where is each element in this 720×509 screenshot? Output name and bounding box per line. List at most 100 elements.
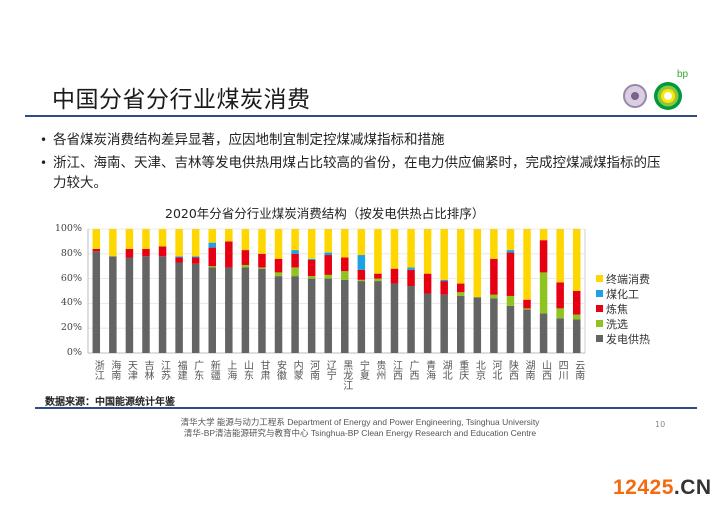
bar-segment-炼焦 xyxy=(258,253,266,268)
bar-segment-炼焦 xyxy=(407,269,415,287)
logos: bp xyxy=(620,69,700,115)
x-tick-label: 重庆 xyxy=(456,360,468,380)
legend-item: 洗选 xyxy=(596,316,650,331)
legend-swatch xyxy=(596,320,603,327)
watermark-number: 12425 xyxy=(613,476,674,499)
bp-helios-icon xyxy=(654,82,682,110)
bar-segment-洗选 xyxy=(506,295,515,306)
x-tick-label: 宁夏 xyxy=(357,360,369,380)
x-tick-label: 陕西 xyxy=(506,360,518,380)
bar-segment-煤化工 xyxy=(324,252,332,256)
legend-item: 终端消费 xyxy=(596,271,650,286)
bar-segment-炼焦 xyxy=(390,268,399,284)
bar-segment-发电供热 xyxy=(407,286,415,353)
bar-segment-终端消费 xyxy=(457,229,465,284)
bar-segment-洗选 xyxy=(307,276,316,279)
title-rule xyxy=(25,115,697,117)
bar-segment-煤化工 xyxy=(307,258,316,260)
bar-segment-煤化工 xyxy=(191,256,200,258)
bar-segment-终端消费 xyxy=(357,229,366,256)
bar-segment-发电供热 xyxy=(92,251,101,353)
bar-segment-发电供热 xyxy=(225,267,233,353)
chart-title: 2020年分省分行业煤炭消费结构（按发电供热占比排序） xyxy=(165,206,485,221)
bar-segment-洗选 xyxy=(556,308,564,319)
bar-segment-终端消费 xyxy=(225,229,233,242)
bar-segment-终端消费 xyxy=(490,229,498,259)
bar-segment-发电供热 xyxy=(109,256,117,353)
bar-segment-发电供热 xyxy=(357,281,366,353)
bar-segment-炼焦 xyxy=(208,247,216,267)
bar-segment-炼焦 xyxy=(572,291,581,315)
bullet-text: 浙江、海南、天津、吉林等发电供热用煤占比较高的省份，在电力供应偏紧时，完成控煤减… xyxy=(53,155,661,191)
legend-label: 洗选 xyxy=(606,317,628,331)
bar-segment-发电供热 xyxy=(175,262,183,353)
bar-segment-终端消费 xyxy=(175,229,183,257)
footer-line-2: 清华-BP清洁能源研究与教育中心 Tsinghua-BP Clean Energ… xyxy=(183,428,537,438)
bullet-text: 各省煤炭消费结构差异显著，应因地制宜制定控煤减煤指标和措施 xyxy=(53,132,445,148)
bar-segment-炼焦 xyxy=(539,240,548,273)
bar-segment-发电供热 xyxy=(490,298,498,353)
bar-segment-发电供热 xyxy=(572,319,581,353)
x-tick-label: 福建 xyxy=(175,360,187,380)
x-tick-label: 黑龙江 xyxy=(340,360,352,390)
bar-segment-煤化工 xyxy=(506,250,515,253)
bar-segment-发电供热 xyxy=(341,279,349,353)
bar-segment-炼焦 xyxy=(191,257,200,264)
bar-segment-洗选 xyxy=(572,314,581,320)
bullet-dot: • xyxy=(40,133,48,147)
y-tick-label: 60% xyxy=(60,272,82,284)
bar-segment-煤化工 xyxy=(407,267,415,270)
bar-segment-终端消费 xyxy=(341,229,349,258)
bar-segment-煤化工 xyxy=(291,250,299,254)
bullet-item: • 各省煤炭消费结构差异显著，应因地制宜制定控煤减煤指标和措施 xyxy=(40,130,663,150)
bar-segment-终端消费 xyxy=(539,229,548,241)
bar-segment-洗选 xyxy=(523,308,531,310)
bar-segment-炼焦 xyxy=(423,273,432,294)
x-tick-label: 湖北 xyxy=(440,360,452,380)
x-tick-label: 四川 xyxy=(556,360,568,380)
x-tick-label: 贵州 xyxy=(373,360,385,380)
bar-segment-终端消费 xyxy=(274,229,283,259)
bar-segment-洗选 xyxy=(241,264,250,268)
x-tick-label: 广西 xyxy=(407,360,419,380)
bar-segment-炼焦 xyxy=(291,253,299,268)
bar-segment-洗选 xyxy=(457,292,465,296)
bar-segment-发电供热 xyxy=(506,305,515,353)
bar-segment-终端消费 xyxy=(241,229,250,251)
watermark: 12425.CN xyxy=(613,476,712,500)
y-tick-label: 80% xyxy=(60,247,82,259)
y-tick-label: 100% xyxy=(54,223,82,234)
bar-segment-洗选 xyxy=(208,266,216,268)
bar-segment-洗选 xyxy=(490,294,498,299)
bar-segment-终端消费 xyxy=(191,229,200,257)
bar-segment-发电供热 xyxy=(208,267,216,353)
legend-swatch xyxy=(596,275,603,282)
bp-logo-text: bp xyxy=(677,69,689,80)
bar-segment-洗选 xyxy=(374,278,382,282)
x-tick-label: 辽宁 xyxy=(324,360,336,380)
x-tick-label: 山西 xyxy=(539,360,551,380)
bar-segment-洗选 xyxy=(274,272,283,277)
bar-segment-炼焦 xyxy=(324,255,332,275)
x-tick-label: 北京 xyxy=(473,360,485,380)
bar-segment-发电供热 xyxy=(142,256,150,353)
bar-segment-终端消费 xyxy=(473,229,482,298)
bar-segment-发电供热 xyxy=(125,257,134,353)
legend-item: 煤化工 xyxy=(596,286,650,301)
bar-segment-发电供热 xyxy=(191,263,200,353)
bar-segment-发电供热 xyxy=(374,281,382,353)
bar-segment-发电供热 xyxy=(324,278,332,353)
x-tick-label: 湖南 xyxy=(523,360,535,380)
bullet-list: • 各省煤炭消费结构差异显著，应因地制宜制定控煤减煤指标和措施 • 浙江、海南、… xyxy=(40,130,663,196)
legend-label: 煤化工 xyxy=(606,287,639,301)
bullet-dot: • xyxy=(40,156,48,170)
x-tick-label: 甘肃 xyxy=(257,360,269,380)
x-tick-label: 浙江 xyxy=(92,360,104,380)
tsinghua-seal-icon xyxy=(623,84,647,108)
legend-item: 发电供热 xyxy=(596,331,650,346)
x-tick-label: 广东 xyxy=(191,360,203,380)
bar-segment-炼焦 xyxy=(457,283,465,293)
bar-segment-发电供热 xyxy=(539,313,548,353)
bar-segment-煤化工 xyxy=(208,242,216,248)
legend-label: 发电供热 xyxy=(606,332,650,346)
